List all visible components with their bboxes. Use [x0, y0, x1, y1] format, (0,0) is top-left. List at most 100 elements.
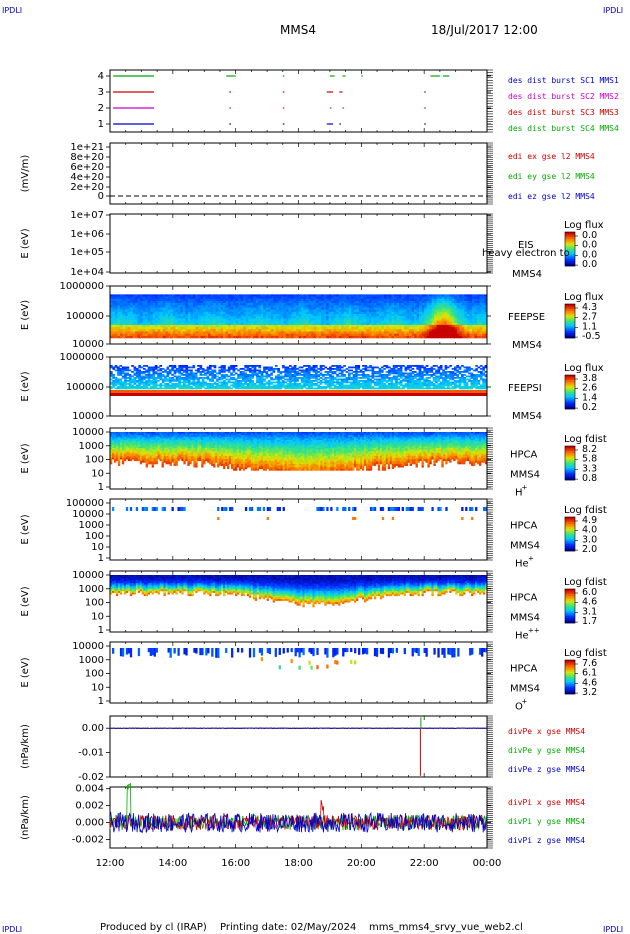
- feepse-cell: [260, 322, 264, 326]
- feepse-cell: [406, 316, 410, 319]
- feepsi-cell: [333, 387, 337, 390]
- feepse-cell: [135, 333, 138, 337]
- feepsi-cell: [305, 384, 309, 387]
- feepse-cell: [167, 309, 171, 313]
- feepsi-cell: [211, 369, 214, 372]
- feepse-cell: [298, 298, 302, 302]
- feepse-cell: [130, 329, 133, 332]
- feepsi-cell: [355, 375, 358, 378]
- feepse-cell: [421, 329, 425, 332]
- feepse-cell: [471, 322, 475, 326]
- feepse-cell: [167, 331, 171, 334]
- feepse-cbar-tick: 4.3: [582, 302, 597, 313]
- feepse-cell: [278, 333, 282, 337]
- feepsi-cell: [357, 368, 361, 370]
- eis-cbar-swatch: [565, 254, 575, 257]
- feepsi-cell: [241, 378, 245, 381]
- feepsi-cell: [208, 383, 212, 385]
- feepse-cell: [426, 327, 430, 330]
- eis-cbar-tick: 0.0: [582, 240, 597, 251]
- feepsi-cell: [227, 386, 231, 388]
- feepse-cell: [303, 298, 307, 302]
- feepsi-cell: [265, 386, 269, 388]
- feepse-cell: [481, 296, 485, 300]
- feepse-cell: [348, 296, 352, 300]
- feepse-cell: [197, 322, 201, 326]
- feepsi-cell: [411, 386, 415, 388]
- feepse-cell: [461, 324, 465, 328]
- feepse-cell: [318, 307, 322, 310]
- feepse-cell: [343, 324, 347, 328]
- feepsi-cell: [128, 377, 132, 379]
- feepsi-cell: [131, 384, 134, 387]
- feepsi-cell: [270, 381, 273, 384]
- feepsi-cell: [362, 384, 365, 387]
- feepse-cell: [112, 307, 116, 310]
- feepse-cell: [381, 298, 385, 302]
- feepsi-cell: [241, 380, 245, 382]
- feepse-cell: [135, 331, 138, 334]
- feepsi-cell: [319, 366, 323, 369]
- feepse-cell: [140, 296, 143, 300]
- feepse-cell: [303, 296, 307, 300]
- feepse-cell: [378, 316, 382, 319]
- feepse-cell: [414, 316, 417, 319]
- feepse-cell: [298, 294, 302, 297]
- feepse-cell: [142, 300, 146, 304]
- feepse-cell: [137, 324, 141, 328]
- feepsi-cell: [145, 386, 148, 388]
- feepse-cell: [409, 309, 412, 313]
- feepse-cell: [424, 314, 427, 317]
- feepsi-cell: [369, 375, 372, 378]
- feepse-cell: [456, 320, 460, 324]
- feepse-cell: [383, 327, 387, 330]
- feepse-cell: [180, 314, 184, 317]
- feepsi-cell: [314, 371, 318, 373]
- feepse-cell: [321, 335, 324, 339]
- feepsi-cell: [338, 375, 342, 378]
- feepsi-cell: [272, 369, 276, 372]
- feepse-cell: [328, 316, 332, 319]
- feepse-cell: [449, 305, 453, 308]
- feepsi-cell: [364, 375, 368, 378]
- feepsi-cell: [310, 375, 313, 378]
- feepse-cell: [213, 318, 216, 321]
- feepsi-cell: [159, 375, 163, 378]
- feepse-cell: [117, 294, 121, 297]
- feepse-cell: [328, 324, 332, 328]
- feepse-cell: [479, 307, 483, 310]
- feepse-cell: [157, 296, 161, 300]
- feepse-cell: [421, 294, 425, 297]
- feepse-cell: [321, 331, 324, 334]
- feepsi-cell: [197, 380, 200, 382]
- feepse-cell: [371, 329, 375, 332]
- feepse-cell: [228, 307, 231, 310]
- feepse-cell: [255, 335, 259, 339]
- feepse-cell: [265, 329, 269, 332]
- feepsi-cell: [263, 371, 266, 373]
- feepsi-cell: [112, 386, 116, 388]
- feepsi-cell: [270, 372, 273, 375]
- feepse-cell: [366, 335, 370, 339]
- feepse-cell: [275, 327, 279, 330]
- feepse-cell: [115, 305, 118, 308]
- feepsi-cell: [314, 377, 318, 379]
- feepse-cell: [195, 309, 199, 313]
- feepse-cell: [275, 296, 279, 300]
- feepse-cell: [218, 320, 221, 324]
- feepse-cell: [177, 300, 181, 304]
- feepse-cell: [122, 331, 126, 334]
- feepse-cell: [441, 296, 445, 300]
- feepse-cell: [137, 314, 141, 317]
- feepsi-cell: [223, 365, 226, 367]
- feepse-cell: [238, 309, 241, 313]
- feepse-cell: [275, 305, 279, 308]
- feepse-cell: [185, 329, 189, 332]
- feepse-cell: [233, 298, 236, 302]
- feepsi-cell: [220, 365, 224, 367]
- feepse-cell: [301, 318, 304, 321]
- feepse-cell: [401, 331, 405, 334]
- feepse-cell: [150, 311, 154, 315]
- feepsi-cell: [366, 374, 370, 376]
- feepse-cell: [326, 309, 329, 313]
